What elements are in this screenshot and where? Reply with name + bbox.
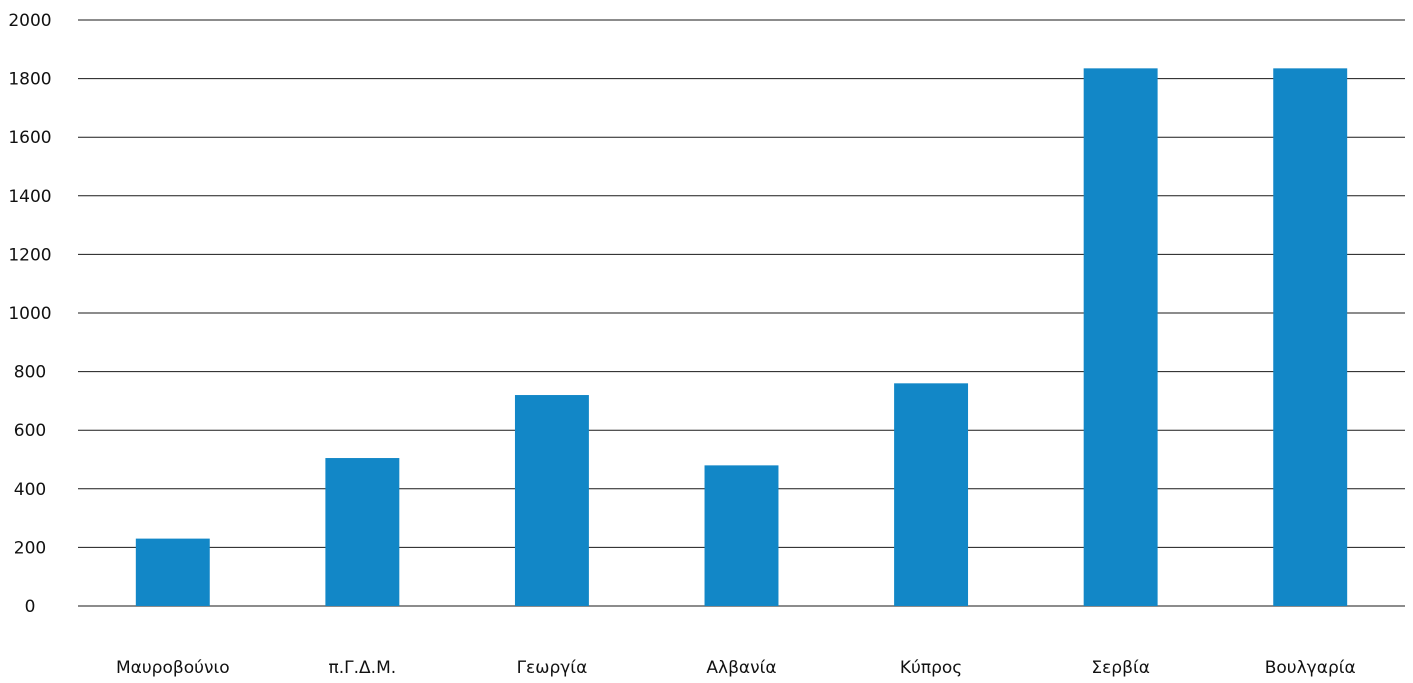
y-tick-label: 1600	[8, 128, 51, 148]
x-category-label: π.Γ.Δ.Μ.	[329, 658, 397, 678]
bar	[325, 458, 400, 606]
x-category-label: Μαυροβούνιο	[116, 658, 230, 678]
y-tick-label: 1800	[8, 70, 51, 90]
x-category-label: Γεωργία	[517, 658, 588, 678]
bar	[514, 395, 589, 606]
bar	[704, 465, 779, 606]
bar	[1083, 68, 1158, 607]
y-tick-label: 600	[14, 421, 46, 441]
gridlines	[78, 19, 1405, 607]
x-category-label: Αλβανία	[706, 658, 776, 678]
y-tick-label: 400	[14, 480, 46, 500]
y-tick-label: 800	[14, 363, 46, 383]
y-tick-label: 0	[25, 597, 36, 617]
y-tick-label: 1200	[8, 245, 51, 265]
y-axis-ticks: 0 200 400 600 800 1000 1200 1400 1600 1800 2000	[8, 11, 51, 617]
x-category-label: Βουλγαρία	[1265, 658, 1356, 678]
bar	[135, 538, 210, 606]
bar	[894, 383, 969, 606]
y-tick-label: 200	[14, 538, 46, 558]
y-tick-label: 2000	[8, 11, 51, 31]
bars	[135, 68, 1348, 607]
x-axis-categories: Μαυροβούνιο π.Γ.Δ.Μ. Γεωργία Αλβανία Κύπρος Σ…	[116, 658, 1356, 678]
bar	[1273, 68, 1348, 607]
y-tick-label: 1000	[8, 304, 51, 324]
y-tick-label: 1400	[8, 187, 51, 207]
x-category-label: Κύπρος	[900, 658, 962, 678]
x-category-label: Σερβία	[1091, 658, 1150, 678]
